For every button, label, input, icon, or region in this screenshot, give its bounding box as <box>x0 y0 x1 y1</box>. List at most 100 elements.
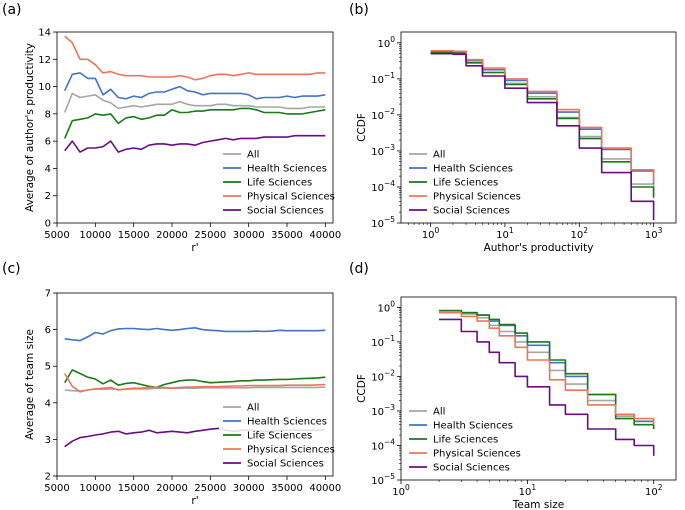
legend-entry: All <box>247 403 259 414</box>
series-group <box>64 327 326 448</box>
series-line-social-sciences <box>64 134 326 153</box>
x-tick-label: 102 <box>571 226 589 241</box>
x-tick-label: 10000 <box>79 483 111 494</box>
y-axis-label: Average of team size <box>24 329 36 440</box>
legend: All Health Sciences Life Sciences Physical … <box>405 145 521 219</box>
chart-panel-a: 5000 10000 15000 20000 25000 30000 35000 40000 0… <box>24 28 341 255</box>
chart-panel-b: 100 101 102 103 10−5 10−4 10−3 10−2 10−1 100 Autho… <box>356 31 677 254</box>
x-axis-label: r' <box>191 242 198 254</box>
legend: All Health Sciences Life Sciences Physical … <box>219 398 335 472</box>
plot-frame <box>400 296 677 481</box>
x-tick-label: 100 <box>392 483 410 498</box>
y-tick-label: 3 <box>45 435 51 446</box>
legend-entry: Life Sciences <box>247 431 312 442</box>
y-tick-label: 10−1 <box>371 334 395 349</box>
legend-entry: All <box>433 150 445 161</box>
series-group <box>430 50 655 221</box>
x-tick-label: 15000 <box>118 230 150 241</box>
y-tick-label: 4 <box>45 164 51 175</box>
x-tick-label: 25000 <box>194 230 226 241</box>
legend-entry: Physical Sciences <box>247 192 335 203</box>
x-tick-label: 102 <box>645 483 663 498</box>
x-axis-label: Author's productivity <box>484 242 594 254</box>
plot-frame <box>56 292 334 477</box>
legend: All Health Sciences Life Sciences Physical … <box>405 402 521 476</box>
y-tick-label: 5 <box>45 362 51 373</box>
series-line-health-sciences <box>63 72 326 100</box>
y-tick-label: 4 <box>45 398 51 409</box>
y-axis-label: CCDF <box>356 374 368 403</box>
y-tick-label: 8 <box>45 109 51 120</box>
legend-entry: Life Sciences <box>247 178 312 189</box>
legend-entry: Social Sciences <box>433 463 510 474</box>
series-line-all <box>64 386 326 392</box>
series-line-life-sciences <box>63 107 326 139</box>
y-axis-label: CCDF <box>356 113 368 142</box>
y-tick-label: 100 <box>377 299 395 314</box>
legend-entry: Health Sciences <box>247 164 327 175</box>
legend-entry: Social Sciences <box>247 206 324 217</box>
x-tick-label: 40000 <box>309 483 341 494</box>
y-tick-label: 10−1 <box>371 71 395 86</box>
x-tick-label: 15000 <box>118 483 150 494</box>
y-tick-label: 10−5 <box>371 472 395 487</box>
x-tick-label: 100 <box>422 226 440 241</box>
x-tick-label: 20000 <box>156 230 188 241</box>
y-tick-label: 6 <box>45 325 51 336</box>
chart-panel-d: 100 101 102 10−5 10−4 10−3 10−2 10−1 100 Team siz… <box>356 296 677 510</box>
legend-entry: All <box>247 150 259 161</box>
legend-entry: Health Sciences <box>433 164 513 175</box>
series-line-physical-sciences <box>439 311 655 425</box>
panels: 5000 10000 15000 20000 25000 30000 35000 400000… <box>24 28 677 510</box>
legend-entry: Health Sciences <box>433 421 513 432</box>
panel-label-b: (b) <box>349 2 369 18</box>
legend-entry: Social Sciences <box>433 206 510 217</box>
y-tick-label: 10−3 <box>371 403 395 418</box>
series-line-physical-sciences <box>64 35 326 81</box>
y-tick-label: 6 <box>45 137 51 148</box>
y-tick-label: 7 <box>45 289 51 300</box>
x-tick-label: 101 <box>519 483 537 498</box>
x-axis-label: Team size <box>512 499 564 510</box>
legend-entry: Physical Sciences <box>247 445 335 456</box>
x-tick-label: 5000 <box>44 230 69 241</box>
y-tick-label: 10−4 <box>371 179 395 194</box>
series-line-social-sciences <box>439 318 655 456</box>
series-line-all <box>63 92 326 113</box>
x-tick-label: 35000 <box>271 230 303 241</box>
x-tick-label: 40000 <box>309 230 341 241</box>
series-line-life-sciences <box>439 309 655 429</box>
x-tick-label: 20000 <box>156 483 188 494</box>
x-tick-label: 35000 <box>271 483 303 494</box>
y-tick-label: 14 <box>38 28 51 39</box>
legend-entry: Social Sciences <box>247 459 324 470</box>
x-tick-label: 5000 <box>44 483 69 494</box>
plot-frame <box>56 31 334 224</box>
x-tick-label: 101 <box>496 226 514 241</box>
series-line-social-sciences <box>430 52 655 221</box>
legend: All Health Sciences Life Sciences Physical … <box>219 145 335 219</box>
x-tick-label: 30000 <box>233 483 265 494</box>
x-tick-label: 30000 <box>233 230 265 241</box>
panel-label-d: (d) <box>349 261 369 277</box>
plot-frame <box>400 31 677 224</box>
legend-entry: Life Sciences <box>433 435 498 446</box>
series-group <box>63 35 326 153</box>
y-tick-label: 2 <box>45 191 51 202</box>
series-line-life-sciences <box>64 369 326 389</box>
y-tick-label: 10−2 <box>371 368 395 383</box>
y-tick-label: 100 <box>377 35 395 50</box>
series-line-health-sciences <box>64 327 326 342</box>
y-tick-label: 10−3 <box>371 143 395 158</box>
legend-entry: All <box>433 407 445 418</box>
y-tick-label: 10−5 <box>371 215 395 230</box>
x-tick-label: 103 <box>645 226 663 241</box>
y-tick-label: 10−4 <box>371 437 395 452</box>
x-tick-label: 10000 <box>79 230 111 241</box>
y-tick-label: 10−2 <box>371 107 395 122</box>
legend-entry: Health Sciences <box>247 417 327 428</box>
panel-label-a: (a) <box>2 2 22 18</box>
chart-panel-c: 5000 10000 15000 20000 25000 30000 35000 40000 2… <box>24 289 341 508</box>
legend-entry: Life Sciences <box>433 178 498 189</box>
